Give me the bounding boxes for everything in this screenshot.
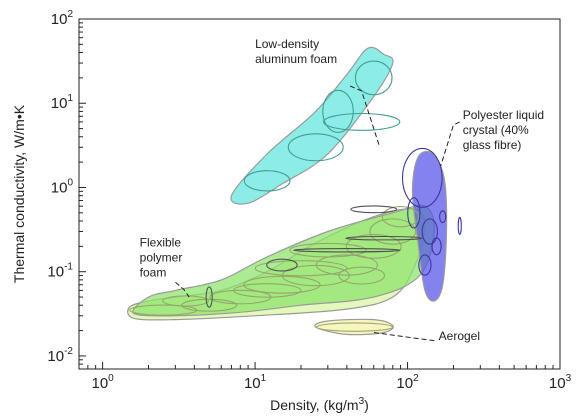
y-tick-label: 102 (51, 9, 74, 28)
annotation-label: Polyester liquid crystal (40% glass fibre) (463, 108, 544, 152)
point-layer (129, 60, 462, 332)
data-point-2 (243, 170, 291, 192)
data-point-16 (338, 266, 386, 285)
region-4 (314, 318, 394, 336)
data-point-1 (287, 133, 344, 162)
plot-frame (78, 18, 561, 370)
x-tick-label: 102 (396, 373, 419, 392)
annotation-leader (349, 85, 380, 146)
data-point-0 (322, 112, 401, 131)
y-axis: 10-2 10-1 100 101 102 (47, 9, 86, 370)
data-point-6 (181, 298, 238, 312)
data-point-30 (457, 216, 462, 235)
x-tick-label: 100 (91, 373, 114, 392)
x-axis-title: Density, (kg/m3) (270, 396, 369, 413)
y-tick-label: 100 (51, 177, 74, 196)
data-point-13 (162, 295, 209, 307)
data-point-3 (354, 60, 393, 96)
data-point-31 (407, 197, 421, 229)
data-point-20 (292, 247, 401, 253)
data-point-21 (345, 235, 423, 241)
data-point-23 (205, 286, 213, 308)
annotation-label: Aerogel (439, 329, 480, 343)
data-point-22 (350, 205, 398, 214)
region-layer (127, 46, 448, 336)
y-tick-label: 10-2 (47, 346, 73, 365)
annotation-label: Flexible polymer foam (140, 235, 183, 279)
data-point-17 (289, 242, 367, 258)
data-point-24 (316, 322, 394, 332)
data-point-18 (381, 206, 420, 228)
data-point-4 (322, 89, 354, 134)
data-point-12 (369, 218, 417, 245)
data-point-25 (401, 147, 443, 208)
annotation-layer: Low-density aluminum foam Polyester liquid… (140, 37, 544, 343)
data-point-19 (266, 258, 298, 272)
data-point-15 (233, 283, 302, 298)
data-point-11 (345, 234, 402, 259)
data-point-14 (254, 260, 348, 277)
data-point-26 (421, 218, 438, 245)
x-axis: 100 101 102 103 (78, 362, 572, 392)
y-tick-label: 101 (51, 93, 74, 112)
annotation-leader (175, 281, 190, 298)
data-point-28 (439, 210, 447, 224)
annotation-label: Low-density aluminum foam (255, 37, 337, 66)
data-point-29 (418, 254, 432, 276)
x-tick-label: 101 (244, 373, 267, 392)
annotation-leader (373, 332, 435, 342)
x-tick-label: 103 (549, 373, 572, 392)
region-3 (411, 150, 448, 302)
y-tick-label: 10-1 (47, 262, 73, 281)
annotation-leader (440, 121, 460, 167)
data-point-27 (431, 237, 442, 256)
y-axis-title: Thermal conductivity, W/m•K (11, 104, 27, 283)
data-point-10 (315, 254, 378, 276)
region-0 (230, 46, 394, 205)
